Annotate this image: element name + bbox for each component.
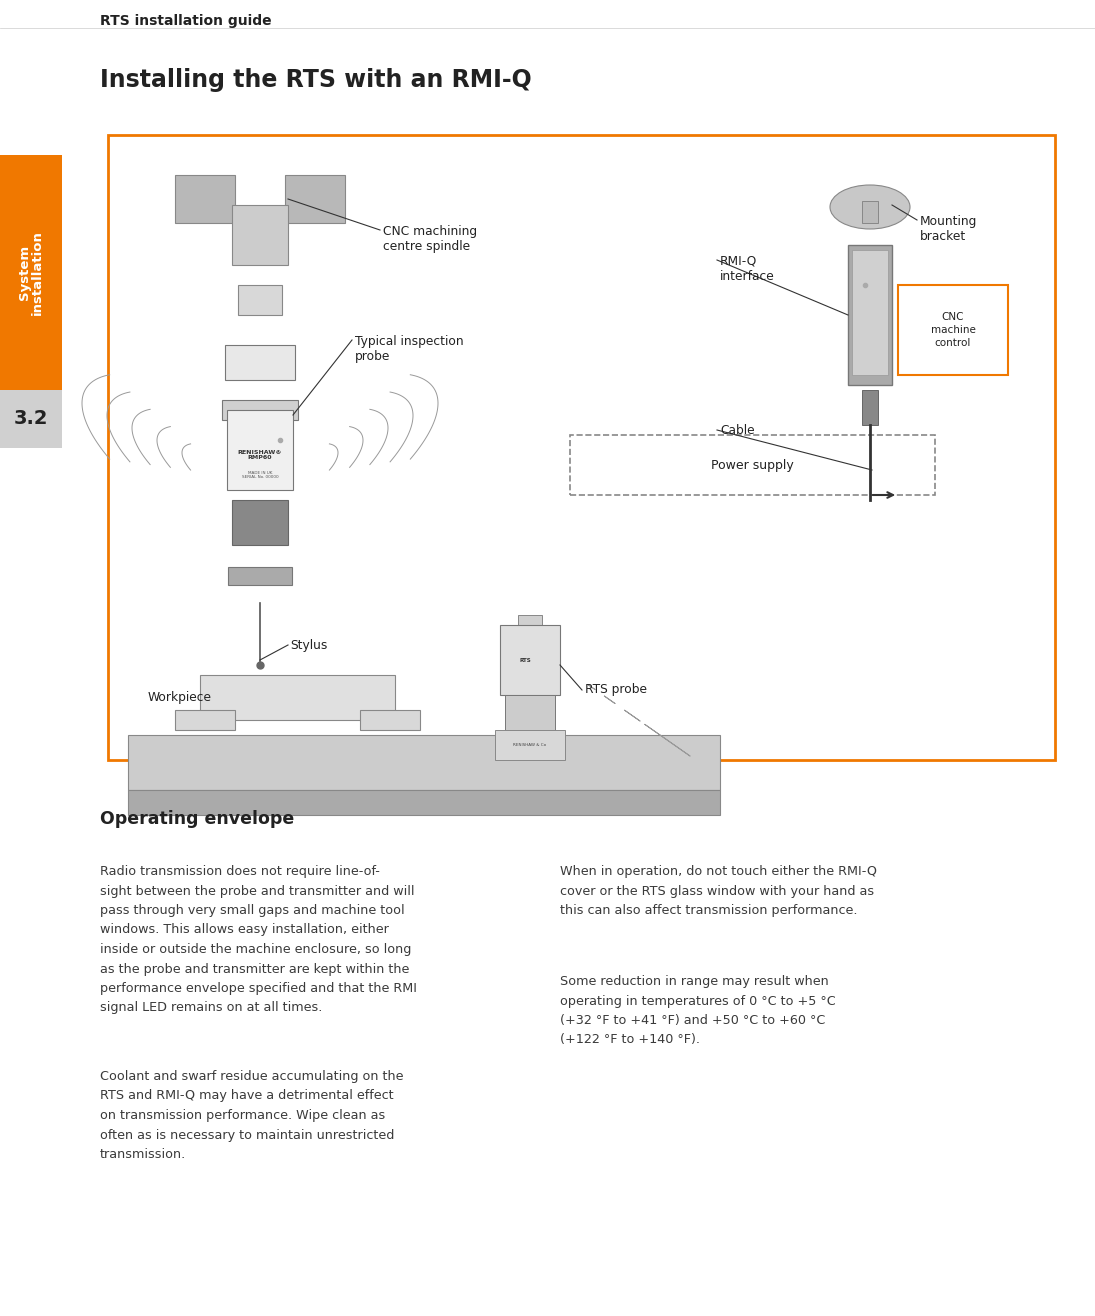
- Bar: [852, 250, 888, 375]
- Text: RMI-Q
interface: RMI-Q interface: [721, 255, 775, 283]
- Bar: [898, 286, 1008, 375]
- Bar: [0, 390, 62, 447]
- Text: Coolant and swarf residue accumulating on the
RTS and RMI-Q may have a detriment: Coolant and swarf residue accumulating o…: [100, 1070, 403, 1161]
- Bar: [128, 736, 721, 790]
- Bar: [232, 205, 288, 265]
- Bar: [108, 136, 1054, 761]
- Text: RENISHAW®
RMP60: RENISHAW® RMP60: [238, 450, 283, 461]
- Text: Operating envelope: Operating envelope: [100, 811, 295, 828]
- Bar: [495, 730, 565, 761]
- Bar: [227, 411, 293, 490]
- Text: RENISHAW & Co: RENISHAW & Co: [514, 744, 546, 747]
- Text: CNC machining
centre spindle: CNC machining centre spindle: [383, 225, 477, 253]
- Text: MADE IN UK
SERIAL No. 00000: MADE IN UK SERIAL No. 00000: [242, 471, 278, 479]
- Text: Stylus: Stylus: [290, 638, 327, 651]
- Bar: [200, 675, 395, 720]
- Text: Installing the RTS with an RMI-Q: Installing the RTS with an RMI-Q: [100, 68, 532, 92]
- Text: Workpiece: Workpiece: [148, 691, 212, 704]
- Text: RTS: RTS: [519, 658, 531, 662]
- Bar: [360, 711, 420, 730]
- Bar: [505, 695, 555, 730]
- Text: CNC
machine
control: CNC machine control: [931, 312, 976, 349]
- Text: RTS probe: RTS probe: [585, 683, 647, 696]
- Text: Some reduction in range may result when
operating in temperatures of 0 °C to +5 : Some reduction in range may result when …: [560, 975, 835, 1046]
- Bar: [175, 711, 235, 730]
- Text: 3.2: 3.2: [14, 409, 48, 429]
- Bar: [862, 201, 878, 222]
- Bar: [175, 175, 235, 222]
- Bar: [848, 245, 892, 386]
- Text: Radio transmission does not require line-of-
sight between the probe and transmi: Radio transmission does not require line…: [100, 865, 417, 1015]
- Text: When in operation, do not touch either the RMI-Q
cover or the RTS glass window w: When in operation, do not touch either t…: [560, 865, 877, 917]
- Bar: [862, 390, 878, 425]
- Bar: [224, 345, 295, 380]
- Bar: [0, 155, 62, 390]
- Bar: [570, 436, 935, 495]
- Bar: [500, 625, 560, 695]
- Bar: [238, 286, 283, 315]
- Text: System
installation: System installation: [19, 230, 44, 315]
- Ellipse shape: [830, 186, 910, 229]
- Text: RTS installation guide: RTS installation guide: [100, 14, 272, 28]
- Bar: [228, 567, 292, 586]
- Bar: [232, 500, 288, 545]
- Text: Typical inspection
probe: Typical inspection probe: [355, 336, 463, 363]
- Bar: [285, 175, 345, 222]
- Bar: [128, 790, 721, 815]
- Bar: [222, 400, 298, 420]
- Text: Mounting
bracket: Mounting bracket: [920, 215, 978, 243]
- Text: Power supply: Power supply: [711, 458, 794, 471]
- Bar: [518, 615, 542, 636]
- Text: Cable: Cable: [721, 424, 754, 437]
